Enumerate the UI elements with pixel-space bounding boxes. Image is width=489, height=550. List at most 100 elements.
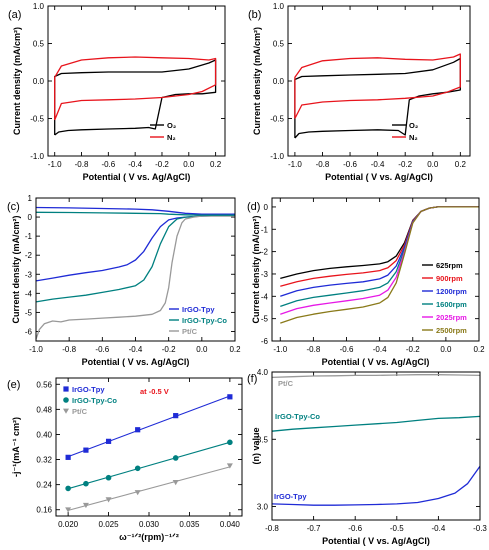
- series-line-a-0: [55, 60, 216, 135]
- series-line-b-1: [295, 54, 460, 119]
- x-tick-label-d: -0.6: [340, 345, 354, 354]
- x-tick-label-f: -0.6: [348, 524, 362, 533]
- x-tick-label-f: -0.7: [307, 524, 321, 533]
- x-tick-label-c: -0.2: [162, 345, 176, 354]
- y-tick-label-d: -5: [261, 315, 269, 324]
- annotation-e: at -0.5 V: [140, 387, 169, 396]
- data-point-e-1: [173, 455, 179, 461]
- x-axis-label-b: Potential ( V vs. Ag/AgCl): [325, 172, 433, 182]
- x-tick-label-a: -0.2: [155, 160, 169, 169]
- x-tick-label-b: 0.0: [427, 160, 439, 169]
- y-tick-label-c: -5: [25, 308, 33, 317]
- x-tick-label-b: -0.2: [398, 160, 412, 169]
- series-label-f-2: IrGO-Tpy: [274, 492, 307, 501]
- y-tick-label-d: -1: [261, 225, 269, 234]
- fit-line-e-2: [68, 467, 230, 511]
- x-tick-label-a: -0.6: [101, 160, 115, 169]
- x-tick-label-d: 0.2: [473, 345, 485, 354]
- y-tick-label-a: -1.0: [30, 152, 44, 161]
- data-point-e-0: [66, 455, 71, 460]
- x-tick-label-c: 0.2: [229, 345, 241, 354]
- series-line-a-1: [55, 57, 216, 120]
- chart-c: (c) -1.0 -0.8 -0.6 -0.4 -0.2 0.0 0.2 -6 -5 -4 -3 -2 -…: [7, 194, 241, 367]
- x-tick-label-e: 0.025: [99, 520, 120, 529]
- x-tick-label-b: -1.0: [288, 160, 302, 169]
- y-tick-label-a: 1.0: [33, 2, 45, 11]
- y-tick-label-a: -0.5: [30, 115, 44, 124]
- legend-marker-e-0: [63, 386, 68, 391]
- fit-line-e-1: [68, 442, 230, 488]
- y-tick-label-b: 1.0: [273, 2, 285, 11]
- panel-label-e: (e): [7, 379, 20, 391]
- legend-label-b-1: N₂: [409, 133, 418, 142]
- legend-label-d-1: 900rpm: [436, 274, 463, 283]
- panel-label-c: (c): [7, 201, 20, 213]
- series-line-c-0: [36, 215, 235, 281]
- chart-d: (d) -1.0 -0.8 -0.6 -0.4 -0.2 0.0 0.2 -6 -5 -4 -3 -2 -…: [247, 198, 485, 367]
- legend-label-e-0: IrGO-Tpy: [72, 385, 105, 394]
- data-point-e-1: [65, 486, 71, 492]
- x-axis-label-d: Potential ( V vs. Ag/AgCl): [322, 357, 430, 367]
- y-axis-label-a: Current density (mA/cm²): [12, 27, 22, 135]
- x-tick-label-d: -0.8: [307, 345, 321, 354]
- panel-label-b: (b): [248, 9, 261, 21]
- y-tick-label-d: -6: [261, 337, 269, 346]
- x-tick-label-f: -0.5: [390, 524, 404, 533]
- x-tick-label-a: 0.2: [210, 160, 222, 169]
- y-axis-label-f: (n) value: [251, 427, 261, 464]
- x-axis-label-c: Potential ( V vs. Ag/AgCl): [82, 357, 190, 367]
- panel-label-f: (f): [247, 373, 257, 385]
- data-point-e-0: [106, 439, 111, 444]
- y-tick-label-a: 0.5: [33, 40, 45, 49]
- x-tick-label-e: 0.035: [179, 520, 200, 529]
- legend-label-d-2: 1200rpm: [436, 287, 467, 296]
- y-tick-label-c: -4: [25, 289, 33, 298]
- data-point-e-1: [227, 439, 233, 445]
- legend-label-e-2: Pt/C: [72, 407, 88, 416]
- fit-line-e-0: [68, 396, 230, 457]
- y-tick-label-d: -2: [261, 248, 269, 257]
- series-label-f-0: Pt/C: [278, 379, 294, 388]
- y-tick-label-e: 0.48: [36, 405, 52, 414]
- panel-label-d: (d): [247, 201, 260, 213]
- x-tick-label-d: -0.4: [373, 345, 387, 354]
- series-line-c-1: [36, 215, 235, 302]
- x-tick-label-c: -1.0: [29, 345, 43, 354]
- legend-label-d-0: 625rpm: [436, 261, 463, 270]
- y-axis-label-c: Current density (mA/cm²): [11, 215, 21, 323]
- legend-label-d-3: 1600rpm: [436, 300, 467, 309]
- chart-a: (a) -1.0 -0.8 -0.6 -0.4 -0.2 0.0 0.2 -1.0 -0.5 0.0…: [8, 2, 225, 182]
- x-tick-label-a: -0.8: [75, 160, 89, 169]
- y-tick-label-c: 0: [28, 213, 33, 222]
- x-tick-label-d: 0.0: [440, 345, 452, 354]
- data-point-e-2: [173, 480, 179, 485]
- panel-label-a: (a): [8, 9, 21, 21]
- y-tick-label-c: -1: [25, 232, 33, 241]
- x-axis-label-a: Potential ( V vs. Ag/AgCl): [83, 172, 191, 182]
- y-tick-label-c: -3: [25, 270, 33, 279]
- plot-frame-b: [288, 6, 470, 156]
- y-tick-label-d: 0: [264, 203, 269, 212]
- x-axis-label-e: ω⁻¹ᐟ²(rpm)⁻¹ᐟ²: [119, 532, 179, 542]
- x-tick-label-b: 0.2: [455, 160, 467, 169]
- legend-label-d-5: 2500rpm: [436, 326, 467, 335]
- legend-label-d-4: 2025rpm: [436, 313, 467, 322]
- y-tick-label-c: 1: [28, 194, 33, 203]
- x-tick-label-a: -0.4: [128, 160, 142, 169]
- x-tick-label-a: 0.0: [183, 160, 195, 169]
- data-point-e-0: [227, 394, 232, 399]
- x-tick-label-c: -0.4: [129, 345, 143, 354]
- legend-label-c-1: IrGO-Tpy-Co: [182, 316, 227, 325]
- series-line-b-0: [295, 59, 460, 139]
- legend-label-c-2: Pt/C: [182, 327, 198, 336]
- y-tick-label-c: -6: [25, 327, 33, 336]
- y-tick-label-e: 0.56: [36, 380, 52, 389]
- series-line-f-0: [272, 375, 480, 378]
- y-tick-label-d: -3: [261, 270, 269, 279]
- data-point-e-0: [173, 413, 178, 418]
- x-tick-label-b: -0.8: [316, 160, 330, 169]
- x-tick-label-b: -0.4: [371, 160, 385, 169]
- x-tick-label-c: -0.6: [95, 345, 109, 354]
- y-tick-label-f: 3.0: [257, 503, 269, 512]
